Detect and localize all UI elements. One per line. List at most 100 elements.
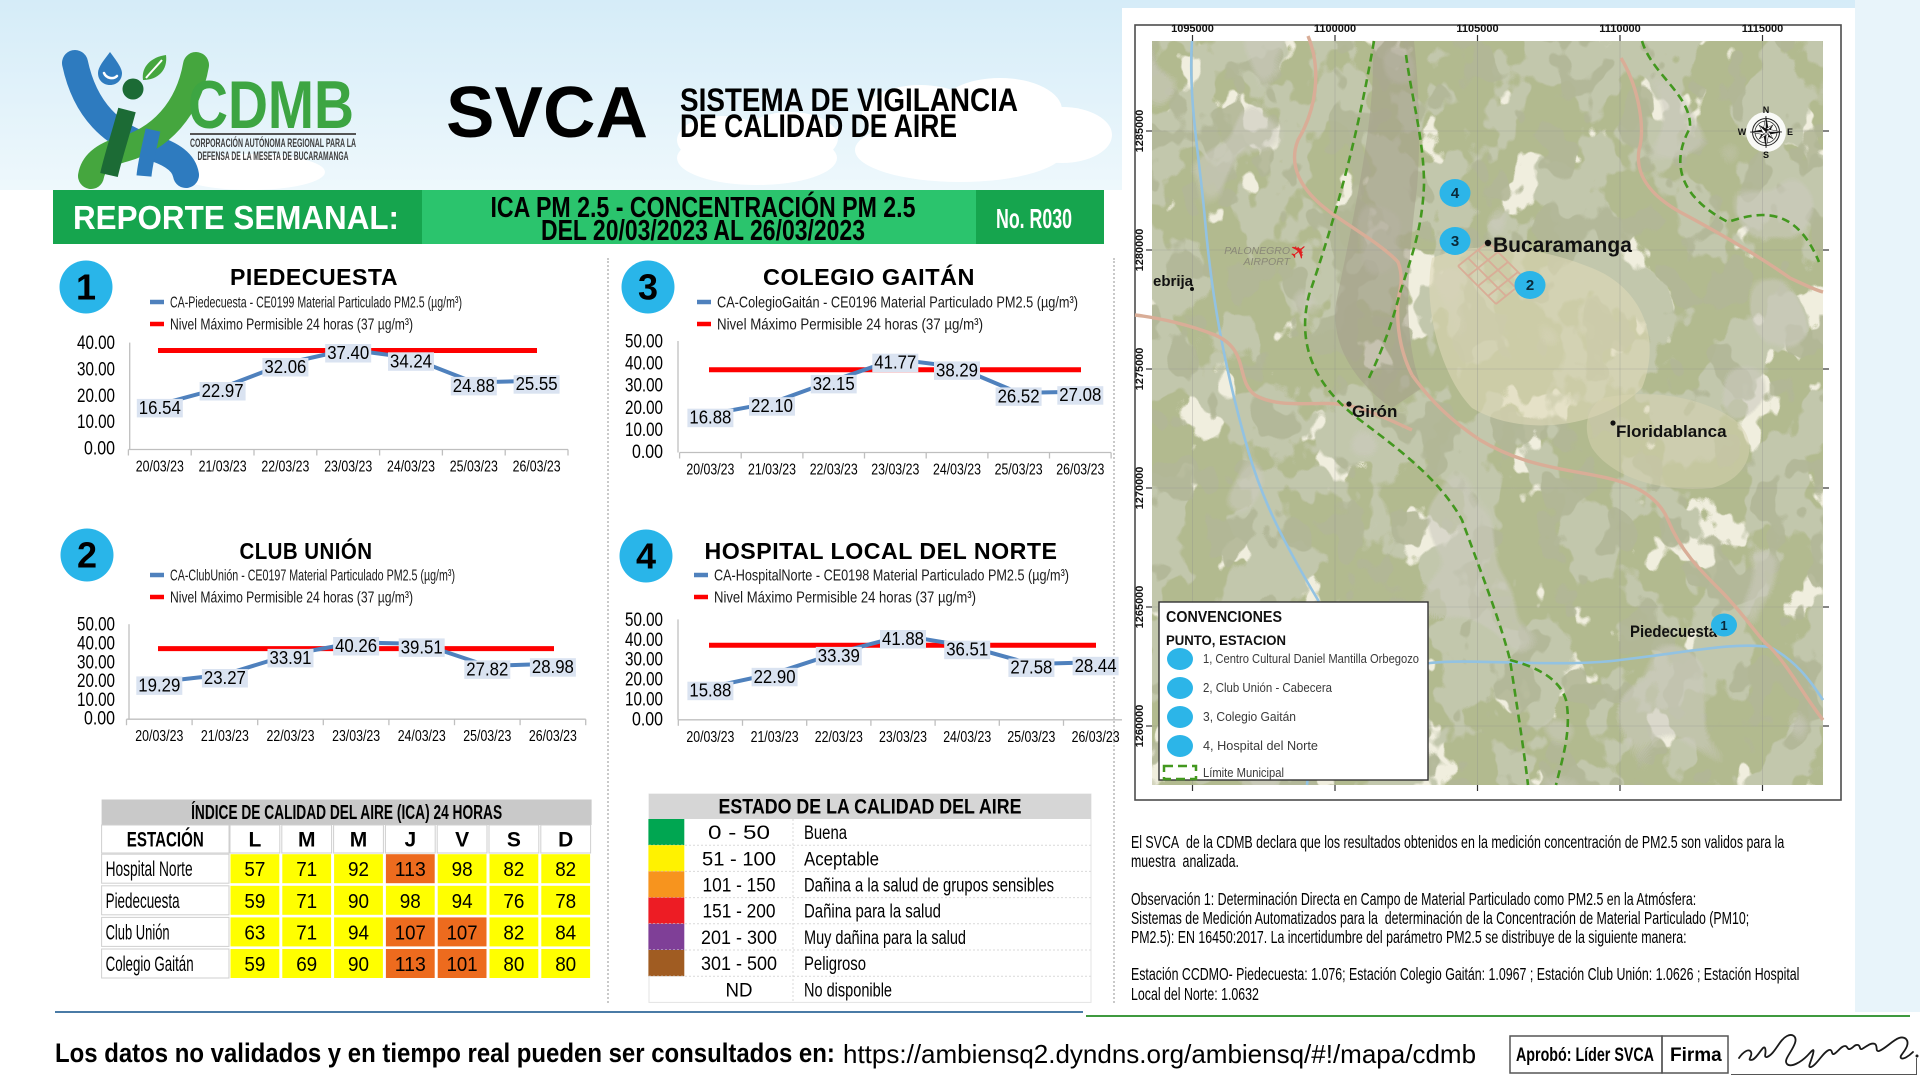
svg-text:71: 71 (296, 859, 317, 881)
svg-text:M: M (298, 829, 316, 852)
svg-text:No. R030: No. R030 (996, 203, 1072, 234)
svg-text:101: 101 (447, 954, 478, 976)
svg-text:Aprobó: Líder SVCA: Aprobó: Líder SVCA (1516, 1045, 1654, 1066)
svg-text:Bucaramanga: Bucaramanga (1493, 234, 1632, 257)
svg-text:Firma: Firma (1670, 1045, 1722, 1066)
svg-text:21/03/23: 21/03/23 (199, 459, 247, 476)
svg-text:1115000: 1115000 (1742, 23, 1784, 35)
svg-text:22.90: 22.90 (754, 666, 796, 687)
svg-text:ÍNDICE DE CALIDAD DEL AIRE (IC: ÍNDICE DE CALIDAD DEL AIRE (ICA) 24 HORA… (191, 801, 502, 824)
svg-text:CA-HospitalNorte - CE0198 Mate: CA-HospitalNorte - CE0198 Material Parti… (714, 568, 1069, 585)
svg-text:Dañina para la salud: Dañina para la salud (804, 902, 941, 923)
svg-text:10.00: 10.00 (77, 412, 115, 433)
svg-text:20/03/23: 20/03/23 (686, 729, 734, 746)
svg-text:80: 80 (555, 954, 576, 976)
svg-text:Hospital Norte: Hospital Norte (106, 858, 193, 881)
svg-text:24/03/23: 24/03/23 (387, 459, 435, 476)
svg-text:90: 90 (348, 954, 369, 976)
svg-text:Floridablanca: Floridablanca (1616, 422, 1727, 441)
svg-text:94: 94 (452, 891, 473, 913)
svg-text:4: 4 (1451, 185, 1460, 202)
svg-text:57: 57 (244, 859, 265, 881)
svg-text:30.00: 30.00 (77, 652, 115, 673)
svg-text:22/03/23: 22/03/23 (261, 459, 309, 476)
svg-text:CA-ClubUnión - CE0197 Material: CA-ClubUnión - CE0197 Material Particula… (170, 568, 455, 585)
svg-text:30.00: 30.00 (625, 376, 663, 397)
svg-text:Nivel Máximo Permisible 24 hor: Nivel Máximo Permisible 24 horas (37 µg/… (170, 590, 413, 607)
svg-text:30.00: 30.00 (625, 650, 663, 671)
svg-text:40.00: 40.00 (77, 634, 115, 655)
svg-text:28.44: 28.44 (1075, 655, 1117, 676)
svg-text:1, Centro Cultural Daniel Mant: 1, Centro Cultural Daniel Mantilla Orbeg… (1203, 652, 1419, 666)
svg-text:10.00: 10.00 (625, 420, 663, 441)
svg-text:301 - 500: 301 - 500 (701, 954, 777, 975)
svg-text:1: 1 (76, 267, 96, 308)
svg-text:101 - 150: 101 - 150 (703, 876, 776, 897)
svg-text:10.00: 10.00 (625, 689, 663, 710)
svg-text:1105000: 1105000 (1456, 23, 1498, 35)
svg-text:Peligroso: Peligroso (804, 954, 866, 975)
svg-text:HOSPITAL LOCAL DEL NORTE: HOSPITAL LOCAL DEL NORTE (705, 538, 1058, 564)
svg-text:82: 82 (503, 922, 524, 944)
svg-text:Club Unión: Club Unión (106, 921, 170, 944)
svg-text:Colegio Gaitán: Colegio Gaitán (106, 953, 194, 976)
svg-text:CA-ColegioGaitán - CE0196 Mate: CA-ColegioGaitán - CE0196 Material Parti… (717, 295, 1078, 312)
svg-text:40.00: 40.00 (625, 630, 663, 651)
svg-text:W: W (1738, 127, 1747, 137)
svg-text:0.00: 0.00 (84, 439, 115, 460)
svg-text:E: E (1787, 127, 1793, 137)
svg-text:20.00: 20.00 (77, 671, 115, 692)
svg-text:69: 69 (296, 954, 317, 976)
svg-text:1280000: 1280000 (1134, 229, 1146, 272)
svg-text:26/03/23: 26/03/23 (1072, 729, 1120, 746)
svg-text:26/03/23: 26/03/23 (513, 459, 561, 476)
svg-text:1265000: 1265000 (1134, 586, 1146, 629)
svg-text:32.15: 32.15 (813, 373, 855, 394)
svg-text:201 - 300: 201 - 300 (701, 928, 777, 949)
svg-text:Nivel Máximo Permisible 24 hor: Nivel Máximo Permisible 24 horas (37 µg/… (717, 317, 983, 334)
svg-text:113: 113 (395, 954, 426, 976)
svg-text:40.26: 40.26 (335, 635, 377, 656)
svg-text:Aceptable: Aceptable (804, 849, 879, 870)
svg-text:107: 107 (395, 922, 426, 944)
svg-text:2, Club Unión - Cabecera: 2, Club Unión - Cabecera (1203, 681, 1332, 695)
svg-text:S: S (1763, 150, 1769, 160)
svg-text:27.08: 27.08 (1059, 384, 1101, 405)
svg-text:PIEDECUESTA: PIEDECUESTA (230, 264, 398, 290)
svg-text:3: 3 (638, 267, 658, 308)
svg-text:34.24: 34.24 (390, 350, 432, 371)
svg-text:40.00: 40.00 (625, 354, 663, 375)
svg-text:22/03/23: 22/03/23 (810, 462, 858, 479)
svg-text:59: 59 (244, 954, 265, 976)
svg-text:50.00: 50.00 (625, 610, 663, 631)
svg-text:20/03/23: 20/03/23 (686, 462, 734, 479)
svg-text:1: 1 (1720, 618, 1727, 633)
svg-text:N: N (1763, 105, 1770, 115)
svg-text:3: 3 (1451, 233, 1459, 250)
svg-text:DEFENSA DE LA MESETA DE BUCARA: DEFENSA DE LA MESETA DE BUCARAMANGA (198, 149, 349, 163)
svg-text:50.00: 50.00 (77, 615, 115, 636)
svg-text:22/03/23: 22/03/23 (267, 728, 315, 745)
svg-text:20.00: 20.00 (77, 386, 115, 407)
svg-text:20.00: 20.00 (625, 398, 663, 419)
svg-text:20/03/23: 20/03/23 (136, 459, 184, 476)
svg-text:S: S (507, 829, 521, 852)
svg-text:16.54: 16.54 (139, 397, 181, 418)
svg-text:41.88: 41.88 (882, 628, 924, 649)
svg-text:V: V (455, 829, 469, 852)
svg-text:51 - 100: 51 - 100 (702, 849, 776, 870)
svg-text:ESTACIÓN: ESTACIÓN (127, 828, 204, 852)
svg-text:PUNTO, ESTACION: PUNTO, ESTACION (1166, 633, 1286, 648)
svg-text:71: 71 (296, 922, 317, 944)
svg-text:98: 98 (452, 859, 473, 881)
svg-text:63: 63 (244, 922, 265, 944)
svg-text:113: 113 (395, 859, 426, 881)
svg-text:22.10: 22.10 (751, 395, 793, 416)
svg-text:DEL 20/03/2023 AL 26/03/2023: DEL 20/03/2023 AL 26/03/2023 (541, 215, 865, 247)
svg-text:ESTADO DE LA CALIDAD DEL AIRE: ESTADO DE LA CALIDAD DEL AIRE (719, 796, 1022, 819)
svg-text:23/03/23: 23/03/23 (324, 459, 372, 476)
svg-text:33.91: 33.91 (270, 647, 312, 668)
svg-text:CORPORACIÓN AUTÓNOMA REGIONAL: CORPORACIÓN AUTÓNOMA REGIONAL PARA LA (190, 135, 356, 150)
svg-text:Muy dañina para la salud: Muy dañina para la salud (804, 928, 966, 949)
svg-text:CDMB: CDMB (188, 67, 354, 143)
